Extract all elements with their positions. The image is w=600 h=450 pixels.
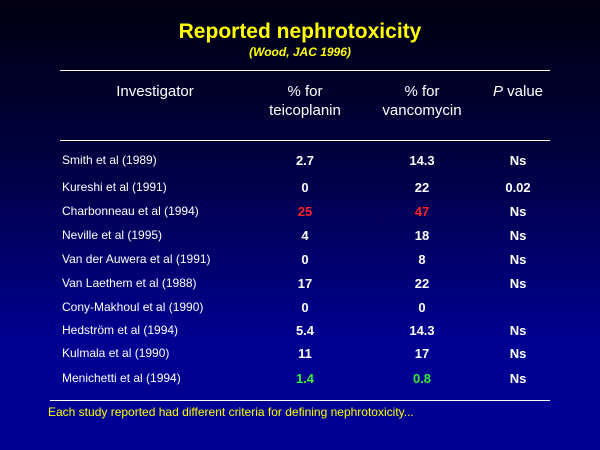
p-value: Ns	[509, 323, 527, 338]
vancomycin-value: 22	[414, 276, 430, 291]
investigator-name: Cony-Makhoul et al (1990)	[62, 300, 204, 314]
teicoplanin-value: 0	[301, 252, 309, 267]
p-value: Ns	[509, 371, 527, 386]
p-value: 0.02	[505, 180, 531, 195]
vancomycin-value: 0.8	[412, 371, 432, 386]
teicoplanin-value: 1.4	[295, 371, 315, 386]
p-value: Ns	[509, 204, 527, 219]
p-value: Ns	[509, 228, 527, 243]
table-row: Cony-Makhoul et al (1990) 0 0	[0, 300, 600, 320]
table-row: Charbonneau et al (1994) 25 47 Ns	[0, 204, 600, 224]
investigator-name: Van der Auwera et al (1991)	[62, 252, 211, 266]
divider-top	[60, 70, 550, 71]
table-row: Menichetti et al (1994) 1.4 0.8 Ns	[0, 371, 600, 391]
table-row: Hedström et al (1994) 5.4 14.3 Ns	[0, 323, 600, 343]
divider-bottom	[50, 400, 550, 401]
teicoplanin-value: 0	[301, 300, 309, 315]
vancomycin-value: 18	[414, 228, 430, 243]
teicoplanin-value: 5.4	[295, 323, 315, 338]
vancomycin-value: 14.3	[409, 323, 435, 338]
table-row: Kureshi et al (1991) 0 22 0.02	[0, 180, 600, 200]
vancomycin-value: 22	[414, 180, 430, 195]
divider-header	[60, 140, 550, 141]
header-vanco-line2: vancomycin	[382, 102, 462, 119]
teicoplanin-value: 4	[301, 228, 309, 243]
slide-subtitle: (Wood, JAC 1996)	[249, 45, 351, 59]
investigator-name: Smith et al (1989)	[62, 153, 157, 167]
header-value: value	[502, 83, 544, 100]
table-row: Neville et al (1995) 4 18 Ns	[0, 228, 600, 248]
teicoplanin-value: 2.7	[295, 153, 315, 168]
footnote: Each study reported had different criter…	[48, 405, 414, 419]
header-teico-line1: % for	[287, 83, 323, 100]
teicoplanin-value: 17	[297, 276, 313, 291]
table-row: Van der Auwera et al (1991) 0 8 Ns	[0, 252, 600, 272]
teicoplanin-value: 0	[301, 180, 309, 195]
header-p-value: P value	[478, 82, 558, 101]
investigator-name: Van Laethem et al (1988)	[62, 276, 197, 290]
vancomycin-value: 8	[418, 252, 426, 267]
vancomycin-value: 17	[414, 346, 430, 361]
investigator-name: Neville et al (1995)	[62, 228, 163, 242]
header-investigator: Investigator	[116, 83, 194, 100]
vancomycin-value: 0	[418, 300, 426, 315]
vancomycin-value: 47	[414, 204, 430, 219]
investigator-name: Kureshi et al (1991)	[62, 180, 167, 194]
slide-title: Reported nephrotoxicity	[178, 20, 422, 43]
header-teico-line2: teicoplanin	[269, 102, 341, 119]
header-p: P	[492, 83, 503, 100]
teicoplanin-value: 11	[298, 346, 312, 361]
header-teicoplanin: % for teicoplanin	[250, 82, 360, 120]
header-vanco-line1: % for	[404, 83, 440, 100]
header-vancomycin: % for vancomycin	[367, 82, 477, 120]
p-value: Ns	[509, 346, 527, 361]
p-value: Ns	[509, 276, 527, 291]
p-value: Ns	[509, 252, 527, 267]
teicoplanin-value: 25	[297, 204, 313, 219]
table-row: Smith et al (1989) 2.7 14.3 Ns	[0, 153, 600, 173]
table-row: Van Laethem et al (1988) 17 22 Ns	[0, 276, 600, 296]
investigator-name: Charbonneau et al (1994)	[62, 204, 199, 218]
investigator-name: Kulmala et al (1990)	[62, 346, 170, 360]
investigator-name: Hedström et al (1994)	[62, 323, 179, 337]
table-row: Kulmala et al (1990) 11 17 Ns	[0, 346, 600, 366]
vancomycin-value: 14.3	[409, 153, 435, 168]
investigator-name: Menichetti et al (1994)	[62, 371, 181, 385]
p-value: Ns	[509, 153, 527, 168]
